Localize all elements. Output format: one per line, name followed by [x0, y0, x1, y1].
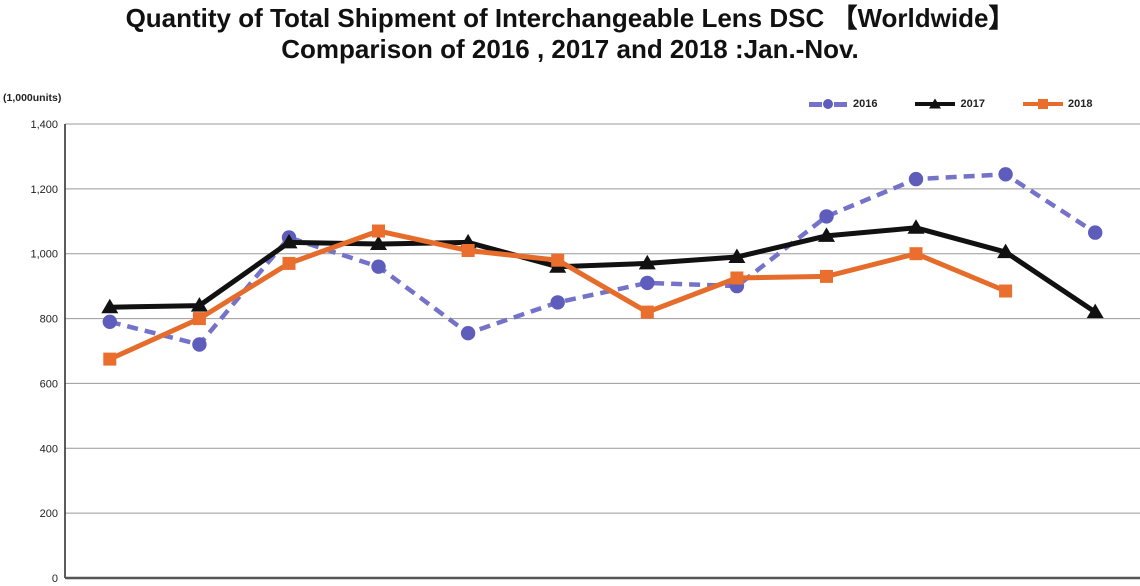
- data-point-2016-Jan: [102, 314, 118, 329]
- legend-triangle-marker-icon: [929, 98, 942, 109]
- legend-label-2017: 2017: [960, 98, 985, 110]
- legend-dashed-line-circle-icon: [808, 98, 848, 110]
- chart-title: Quantity of Total Shipment of Interchang…: [0, 3, 1140, 65]
- legend-item-2017: 2017: [915, 98, 985, 110]
- legend-solid-line-triangle-icon: [915, 98, 956, 110]
- y-tick-label: 1,400: [30, 119, 58, 131]
- y-tick-label: 1,200: [30, 184, 58, 196]
- data-point-2018-Nov: [999, 284, 1013, 298]
- legend-label-2016: 2016: [853, 98, 878, 110]
- data-point-2017-Feb: [190, 297, 208, 312]
- legend-item-2016: 2016: [808, 98, 877, 110]
- data-point-2017-Aug: [728, 248, 746, 263]
- y-tick-label: 600: [40, 378, 58, 390]
- data-point-2016-Sep: [819, 209, 834, 224]
- legend-solid-line-square-icon: [1022, 98, 1063, 110]
- y-tick-label: 200: [40, 508, 58, 520]
- legend: 2016 2017 2018: [808, 96, 1092, 112]
- series-2017-line: [109, 225, 1097, 315]
- data-point-2017-Sep: [818, 227, 835, 242]
- data-point-2016-Dec: [1088, 225, 1103, 240]
- data-point-2017-Mar: [280, 233, 298, 249]
- data-point-2017-Oct: [907, 219, 925, 234]
- legend-label-2018: 2018: [1067, 98, 1093, 110]
- data-point-2016-Apr: [371, 259, 386, 274]
- data-point-2018-Aug: [730, 271, 744, 285]
- data-point-2018-Oct: [909, 247, 923, 261]
- data-point-2016-May: [460, 326, 476, 341]
- data-point-2017-Nov: [997, 243, 1015, 259]
- y-axis-unit-label: (1,000units): [3, 92, 62, 104]
- data-point-2018-Jan: [103, 352, 117, 366]
- data-point-2017-Jan: [101, 298, 119, 314]
- data-point-2018-Jun: [551, 253, 565, 267]
- y-tick-label: 400: [40, 443, 58, 455]
- data-point-2017-Apr: [370, 235, 387, 250]
- series-2018-line: [108, 228, 1007, 362]
- data-point-2016-Jun: [550, 295, 565, 310]
- legend-dash-segment: [834, 101, 847, 107]
- y-tick-label: 1,000: [30, 249, 58, 261]
- data-point-2018-May: [461, 244, 475, 257]
- data-point-2017-Dec: [1086, 303, 1104, 319]
- data-point-2018-Jul: [640, 305, 654, 319]
- y-tick-label: 800: [40, 314, 58, 326]
- chart-title-line1: Quantity of Total Shipment of Interchang…: [125, 3, 1015, 33]
- data-point-2016-Nov: [998, 167, 1013, 182]
- data-point-2018-Apr: [372, 224, 385, 238]
- data-point-2017-Jul: [638, 254, 656, 270]
- data-point-2016-Oct: [908, 171, 924, 187]
- y-tick-label: 0: [52, 573, 58, 585]
- legend-dash-segment: [809, 101, 822, 107]
- legend-item-2018: 2018: [1022, 98, 1093, 110]
- data-point-2016-Feb: [192, 337, 207, 352]
- data-point-2018-Feb: [192, 312, 206, 326]
- legend-circle-marker-icon: [823, 99, 833, 109]
- data-point-2018-Mar: [282, 256, 296, 270]
- data-point-2016-Jul: [640, 275, 655, 291]
- legend-square-marker-icon: [1037, 99, 1048, 109]
- chart-title-line2: Comparison of 2016 , 2017 and 2018 :Jan.…: [281, 34, 859, 64]
- data-point-2018-Sep: [820, 269, 833, 283]
